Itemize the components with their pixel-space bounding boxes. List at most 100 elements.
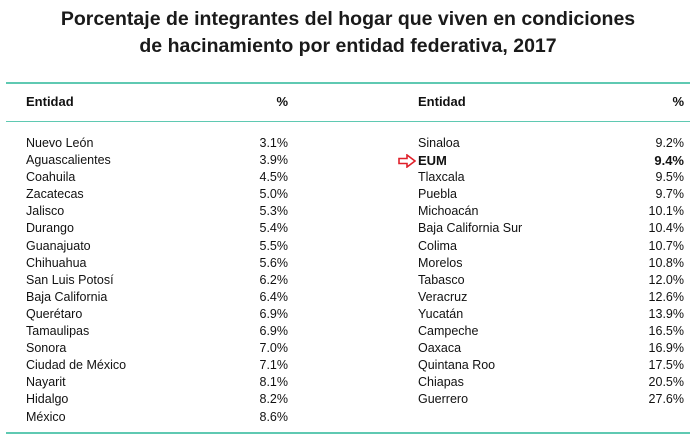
entity-name: Guerrero — [418, 392, 469, 407]
percent-value: 8.2% — [259, 392, 289, 407]
percent-value: 9.7% — [655, 187, 685, 202]
percent-value: 12.0% — [648, 272, 684, 287]
table-row-highlighted: EUM 9.4% — [398, 152, 684, 169]
percent-value: 9.2% — [655, 136, 685, 150]
table-row: Tabasco 12.0% — [418, 272, 684, 289]
table-row: Sinaloa 9.2% — [418, 135, 684, 152]
table-row: México 8.6% — [26, 409, 288, 426]
percent-value: 20.5% — [648, 375, 684, 390]
entity-name: Morelos — [418, 255, 463, 270]
table-row: San Luis Potosí 6.2% — [26, 272, 288, 289]
percent-value: 3.9% — [259, 153, 289, 168]
table-row: Zacatecas 5.0% — [26, 186, 288, 203]
entity-name: Nuevo León — [26, 136, 94, 150]
percent-value: 7.0% — [259, 341, 289, 356]
table-row: Michoacán 10.1% — [418, 203, 684, 220]
entity-header: Entidad — [418, 94, 466, 109]
percent-value: 5.5% — [259, 238, 289, 253]
entity-name: Tabasco — [418, 272, 465, 287]
entity-name: Chiapas — [418, 375, 464, 390]
percent-value: 3.1% — [259, 136, 289, 150]
table-row: Durango 5.4% — [26, 220, 288, 237]
percent-value: 8.1% — [259, 375, 289, 390]
left-table-header: Entidad % — [26, 92, 288, 112]
percent-value: 27.6% — [648, 392, 684, 407]
percent-value: 8.6% — [259, 409, 289, 424]
percent-value: 16.9% — [648, 341, 684, 356]
percent-value: 5.4% — [259, 221, 289, 236]
table-row: Sonora 7.0% — [26, 340, 288, 357]
entity-name: Baja California Sur — [418, 221, 523, 236]
table-row: Yucatán 13.9% — [418, 306, 684, 323]
percent-value: 5.3% — [259, 204, 289, 219]
right-table: Entidad % Sinaloa 9.2% EUM 9.4% Tlaxcala 9.5%… — [398, 92, 684, 406]
percent-value: 17.5% — [648, 358, 684, 373]
top-rule — [6, 82, 690, 84]
entity-header: Entidad — [26, 94, 74, 109]
percent-value: 5.6% — [259, 255, 289, 270]
entity-name: Puebla — [418, 187, 457, 202]
right-table-body: Sinaloa 9.2% EUM 9.4% Tlaxcala 9.5% Puebla 9.7%… — [398, 135, 685, 409]
percent-value: 4.5% — [259, 170, 289, 185]
entity-name: Hidalgo — [26, 392, 69, 407]
entity-name: Zacatecas — [26, 187, 84, 202]
entity-name: México — [26, 409, 66, 424]
page-title: Porcentaje de integrantes del hogar que … — [0, 6, 696, 60]
entity-name: Veracruz — [418, 289, 468, 304]
entity-name: Durango — [26, 221, 74, 236]
table-row: Aguascalientes 3.9% — [26, 152, 288, 169]
bottom-rule — [6, 432, 690, 434]
header-rule — [6, 121, 690, 122]
table-row: Campeche 16.5% — [418, 323, 684, 340]
table-row: Tamaulipas 6.9% — [26, 323, 288, 340]
entity-name: EUM — [418, 153, 447, 169]
entity-name: Sinaloa — [418, 136, 460, 150]
percent-value: 10.1% — [648, 204, 684, 219]
table-row: Veracruz 12.6% — [418, 289, 684, 306]
left-table: Entidad % Nuevo León 3.1% Aguascalientes 3.… — [26, 92, 288, 424]
table-row: Morelos 10.8% — [418, 255, 684, 272]
left-table-body: Nuevo León 3.1% Aguascalientes 3.9% Coahuila… — [26, 135, 288, 426]
table-row: Coahuila 4.5% — [26, 169, 288, 186]
percent-value: 6.4% — [259, 289, 289, 304]
percent-value: 5.0% — [259, 187, 289, 202]
percent-value: 10.8% — [648, 255, 684, 270]
entity-name: Tlaxcala — [418, 170, 465, 185]
entity-name: Colima — [418, 238, 457, 253]
table-row: Baja California Sur 10.4% — [418, 220, 684, 237]
percent-value: 6.9% — [259, 306, 289, 321]
entity-name: Aguascalientes — [26, 153, 111, 168]
percent-value: 10.4% — [648, 221, 684, 236]
right-arrow-icon — [398, 154, 416, 169]
table-row: Oaxaca 16.9% — [418, 340, 684, 357]
table-row: Chihuahua 5.6% — [26, 255, 288, 272]
entity-name: Querétaro — [26, 306, 83, 321]
entity-name: Guanajuato — [26, 238, 91, 253]
percent-value: 12.6% — [648, 289, 684, 304]
percent-value: 16.5% — [648, 324, 684, 339]
table-row: Querétaro 6.9% — [26, 306, 288, 323]
percent-value: 6.2% — [259, 272, 289, 287]
entity-name: Sonora — [26, 341, 67, 356]
table-row: Nayarit 8.1% — [26, 374, 288, 391]
title-line-2: de hacinamiento por entidad federativa, … — [139, 35, 557, 57]
percent-value: 7.1% — [259, 358, 289, 373]
table-row: Jalisco 5.3% — [26, 203, 288, 220]
table-row: Baja California 6.4% — [26, 289, 288, 306]
entity-name: Quintana Roo — [418, 358, 496, 373]
entity-name: Oaxaca — [418, 341, 462, 356]
entity-name: Yucatán — [418, 306, 464, 321]
percent-value: 9.4% — [654, 153, 684, 169]
entity-name: Jalisco — [26, 204, 65, 219]
percent-header: % — [276, 94, 288, 109]
entity-name: Campeche — [418, 324, 479, 339]
table-row: Guanajuato 5.5% — [26, 238, 288, 255]
percent-value: 10.7% — [648, 238, 684, 253]
table-row: Nuevo León 3.1% — [26, 135, 288, 152]
entity-name: Nayarit — [26, 375, 66, 390]
entity-name: Ciudad de México — [26, 358, 127, 373]
table-row: Guerrero 27.6% — [418, 391, 684, 408]
percent-value: 9.5% — [655, 170, 685, 185]
percent-value: 13.9% — [648, 306, 684, 321]
percent-header: % — [672, 94, 684, 109]
